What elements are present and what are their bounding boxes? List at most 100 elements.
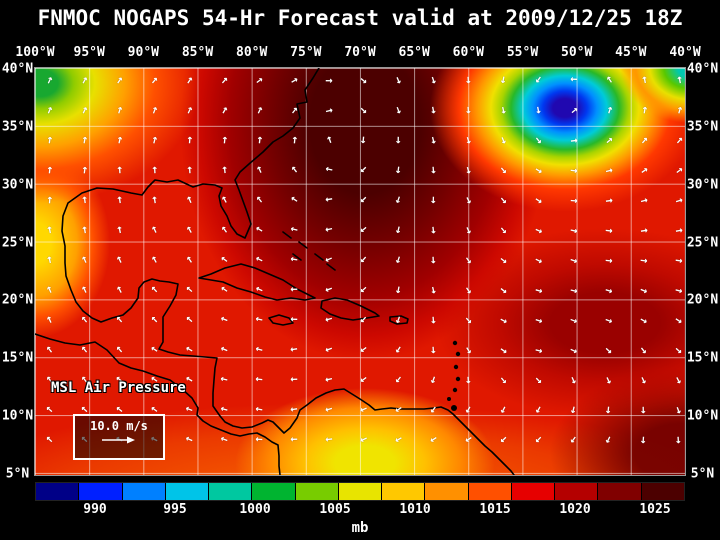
lon-label: 50°W (561, 45, 593, 60)
wind-arrow: → (290, 312, 298, 328)
lon-label: 55°W (506, 45, 539, 60)
pressure-colorbar (35, 482, 685, 501)
colorbar-tick-label: 1000 (239, 502, 271, 517)
wind-arrow: → (290, 372, 298, 388)
wind-arrow: → (324, 432, 334, 448)
wind-arrow: → (636, 406, 652, 414)
colorbar-segment (338, 483, 382, 500)
lat-label: 20°N (1, 292, 34, 308)
wind-scale-legend: 10.0 m/s (73, 414, 165, 460)
wind-arrow: → (111, 165, 127, 175)
lat-label: 35°N (686, 119, 719, 135)
colorbar-tick-label: 1020 (559, 502, 591, 517)
colorbar-tick-label: 995 (163, 502, 187, 517)
lon-label: 45°W (615, 45, 647, 60)
wind-arrow: → (636, 435, 652, 445)
lon-label: 95°W (73, 45, 105, 60)
wind-arrow: → (604, 252, 614, 268)
colorbar-tick-label: 990 (83, 502, 107, 517)
wind-arrow: → (569, 192, 579, 208)
wind-scale-value: 10.0 m/s (90, 419, 148, 433)
lat-label: 10°N (686, 408, 719, 424)
lon-label: 40°W (669, 45, 701, 60)
lon-label: 85°W (181, 45, 214, 60)
wind-arrow: → (356, 135, 372, 145)
wind-arrow: → (569, 132, 579, 148)
lon-label: 100°W (15, 45, 55, 60)
wind-arrow: → (41, 135, 57, 145)
lat-label: 20°N (686, 292, 719, 308)
wind-arrow: → (570, 72, 578, 88)
wind-arrow: → (639, 252, 649, 268)
colorbar-segment (382, 483, 425, 500)
wind-arrow: → (391, 165, 407, 175)
wind-arrow: → (251, 135, 267, 145)
wind-arrow: → (41, 195, 57, 205)
latlon-grid (35, 68, 685, 475)
wind-arrow: → (426, 196, 442, 204)
colorbar-tick-label: 1015 (479, 502, 511, 517)
lon-label: 90°W (127, 45, 159, 60)
lat-label: 15°N (686, 350, 719, 366)
wind-arrow: → (255, 432, 263, 448)
wind-arrow: → (146, 165, 162, 175)
wind-arrow: → (216, 165, 232, 175)
lat-label: 40°N (686, 61, 719, 77)
wind-arrow: → (426, 165, 442, 175)
wind-arrow: → (461, 105, 477, 115)
lat-label: 25°N (686, 234, 719, 250)
lat-label: 15°N (1, 350, 34, 366)
lat-label: 40°N (1, 61, 34, 77)
colorbar-segment (555, 483, 598, 500)
colorbar-segment (641, 483, 684, 500)
lat-label: 5°N (5, 466, 30, 482)
colorbar-segment (122, 483, 165, 500)
colorbar-segment (425, 483, 468, 500)
lon-label: 65°W (398, 45, 430, 60)
wind-arrow: → (289, 402, 299, 418)
lat-label: 25°N (1, 234, 34, 250)
wind-arrow: → (461, 75, 477, 85)
wind-arrow: → (76, 165, 92, 175)
wind-arrow: → (426, 256, 442, 264)
colorbar-segment (468, 483, 511, 500)
wind-arrow: → (289, 342, 299, 358)
wind-arrow: → (671, 435, 685, 445)
wind-arrow: → (569, 162, 579, 178)
wind-arrow: → (461, 375, 477, 385)
wind-arrow: → (325, 72, 333, 88)
colorbar-segment (511, 483, 555, 500)
lon-label: 80°W (236, 45, 268, 60)
wind-scale-arrow (102, 436, 135, 444)
wind-arrow: → (290, 432, 298, 448)
lon-label: 60°W (452, 45, 484, 60)
wind-arrow: → (41, 165, 57, 175)
colorbar-segment (598, 483, 641, 500)
field-title-label: MSL Air Pressure (51, 380, 186, 396)
wind-arrow: → (286, 135, 302, 145)
lat-label: 35°N (1, 119, 34, 135)
wind-arrow: → (604, 222, 614, 238)
wind-arrow: → (426, 345, 442, 355)
wind-arrow: → (604, 192, 614, 208)
colorbar-segment (252, 483, 295, 500)
lat-label: 30°N (686, 176, 719, 192)
wind-arrow: → (426, 225, 442, 235)
colorbar-segment (165, 483, 209, 500)
colorbar-segment (36, 483, 79, 500)
wind-arrow: → (601, 405, 617, 415)
colorbar-segment (209, 483, 252, 500)
lat-label: 10°N (1, 408, 34, 424)
wind-arrow: → (216, 135, 232, 145)
lesser-antilles-islands (447, 340, 461, 411)
lon-label: 70°W (344, 45, 376, 60)
colorbar-tick-label: 1025 (639, 502, 671, 517)
lat-label: 5°N (690, 466, 715, 482)
colorbar-segment (295, 483, 338, 500)
page-title: FNMOC NOGAPS 54-Hr Forecast valid at 200… (37, 6, 683, 30)
wind-arrow: → (391, 136, 407, 144)
lat-label: 30°N (1, 176, 34, 192)
colorbar-segment (79, 483, 122, 500)
map-area: MSL Air Pressure 10.0 m/s → → → → → → → → → → → → → →… (34, 67, 686, 476)
